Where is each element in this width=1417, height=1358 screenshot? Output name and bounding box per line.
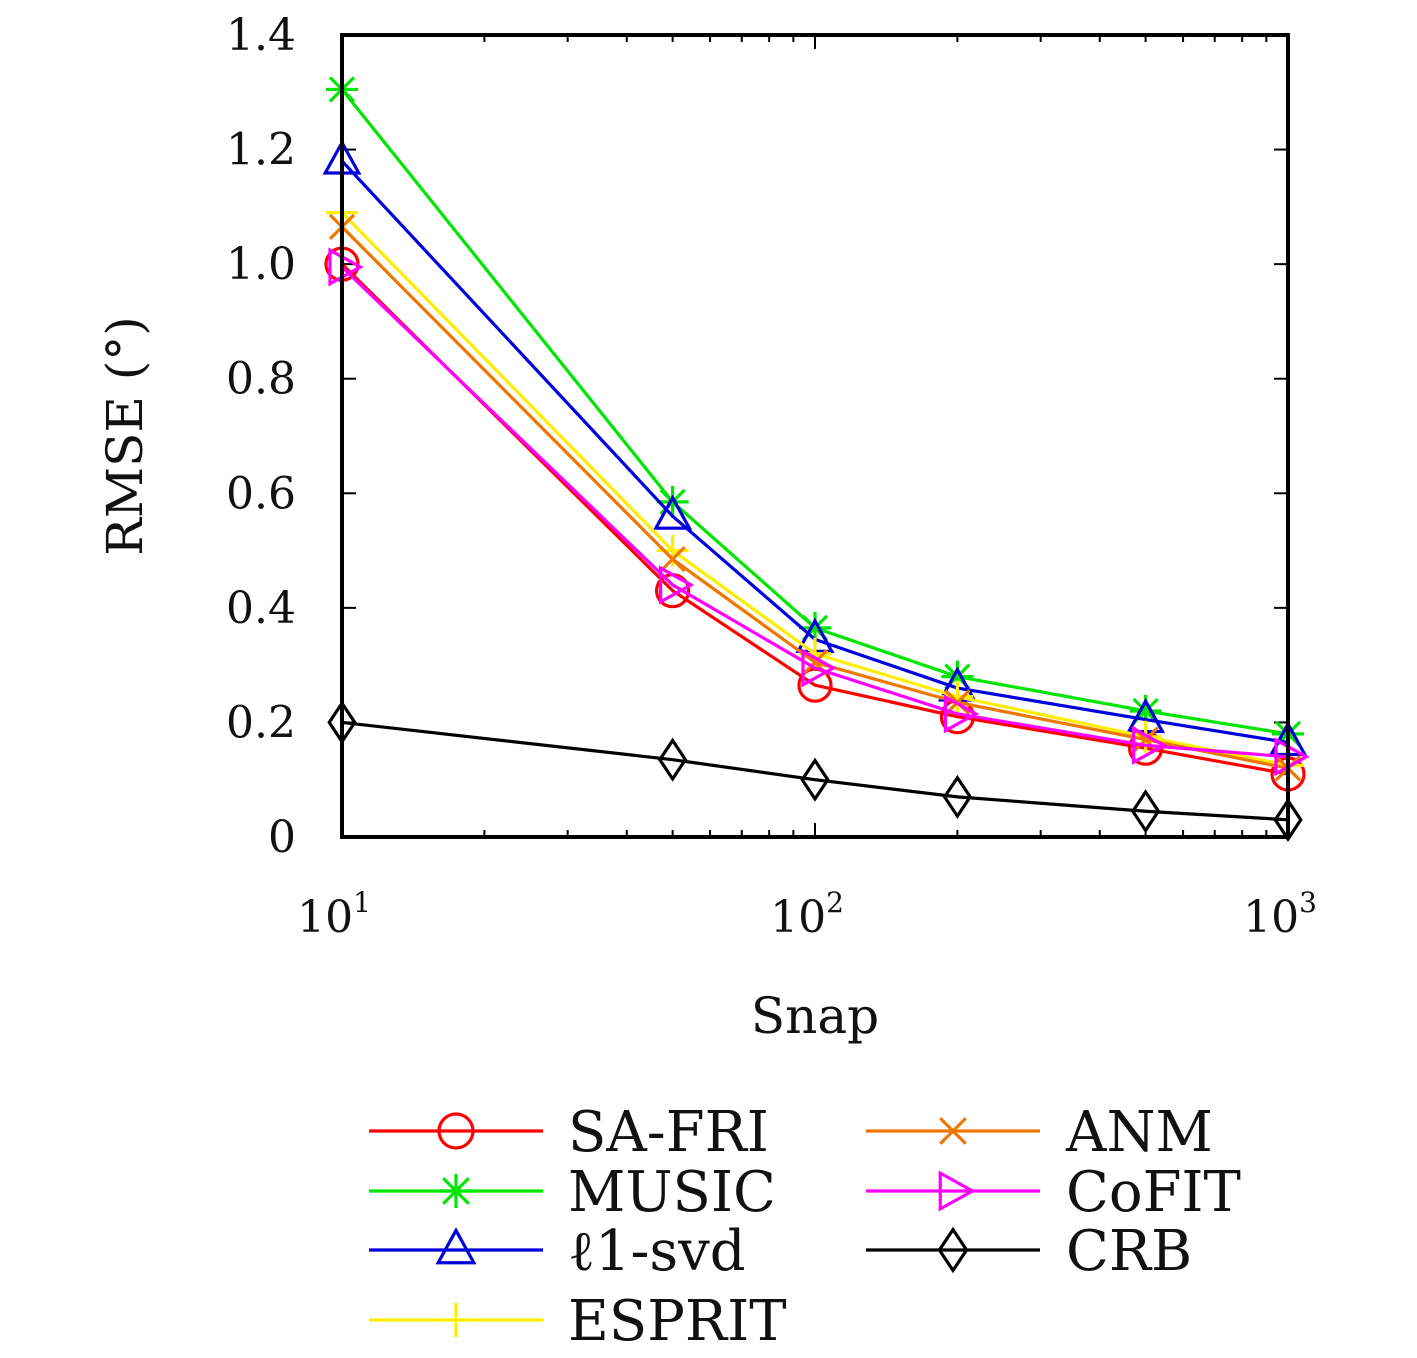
legend-item: CRB bbox=[866, 1219, 1192, 1284]
diamond-marker bbox=[657, 737, 688, 782]
y-tick-label: 1.0 bbox=[226, 239, 296, 290]
y-tick-label: 1.2 bbox=[226, 125, 296, 176]
legend-label: ANM bbox=[1065, 1100, 1213, 1165]
triangle-right-marker bbox=[328, 247, 364, 287]
triangle-right-marker bbox=[1274, 737, 1310, 777]
series-line bbox=[340, 265, 1289, 759]
legend-label: ℓ1-svd bbox=[568, 1219, 746, 1284]
x-marker bbox=[801, 649, 829, 676]
series-line bbox=[341, 720, 1289, 822]
triangle-right-marker bbox=[943, 694, 980, 734]
x-tick-base: 10 bbox=[1243, 892, 1299, 943]
series-cofit bbox=[328, 247, 1310, 777]
x-tick-label: 103 bbox=[1243, 886, 1317, 943]
x-tick-label: 101 bbox=[297, 886, 371, 943]
diamond-marker bbox=[800, 757, 830, 802]
series-anm bbox=[328, 213, 1302, 782]
y-tick-label: 0.6 bbox=[226, 468, 296, 519]
triangle-right-marker bbox=[801, 648, 837, 688]
series-esprit bbox=[326, 196, 1304, 782]
series-sa-fri bbox=[324, 246, 1306, 792]
diamond-marker bbox=[1130, 789, 1161, 834]
y-tick-label: 0.2 bbox=[226, 697, 296, 748]
x-tick-label: 102 bbox=[770, 886, 844, 943]
legend-item: MUSIC bbox=[369, 1160, 776, 1225]
y-tick-label: 0 bbox=[268, 812, 296, 863]
x-tick-base: 10 bbox=[770, 892, 826, 943]
series-line bbox=[340, 88, 1289, 736]
legend-item: ESPRIT bbox=[369, 1289, 787, 1354]
legend-item: SA-FRI bbox=[369, 1100, 769, 1165]
diamond-marker bbox=[942, 774, 973, 819]
x-axis-label: Snap bbox=[751, 987, 879, 1045]
x-tick-exponent: 2 bbox=[826, 886, 844, 919]
legend-label: SA-FRI bbox=[568, 1100, 769, 1165]
series-line bbox=[340, 225, 1289, 770]
y-tick-label: 0.4 bbox=[226, 583, 296, 634]
x-marker bbox=[1132, 726, 1159, 753]
legend: SA-FRI ANM MUSIC CoFIT ℓ1-svd CRB ESPRIT bbox=[369, 1100, 1241, 1354]
legend-item: ANM bbox=[866, 1100, 1213, 1165]
y-tick-label: 1.4 bbox=[226, 10, 296, 61]
series-layer bbox=[322, 73, 1310, 842]
x-tick-exponent: 1 bbox=[353, 886, 371, 919]
triangle-marker bbox=[435, 1227, 477, 1265]
plot-frame bbox=[340, 33, 1290, 839]
legend-label: CRB bbox=[1066, 1219, 1192, 1284]
x-tick-exponent: 3 bbox=[1299, 886, 1317, 919]
triangle-right-marker bbox=[938, 1170, 976, 1212]
x-tick-base: 10 bbox=[297, 892, 353, 943]
x-marker bbox=[939, 1117, 967, 1145]
circle-marker bbox=[437, 1112, 475, 1150]
series-crb bbox=[327, 700, 1303, 842]
legend-item: ℓ1-svd bbox=[369, 1219, 746, 1284]
legend-item: CoFIT bbox=[866, 1160, 1241, 1225]
series-line bbox=[340, 263, 1289, 776]
legend-label: ESPRIT bbox=[568, 1289, 787, 1354]
legend-label: CoFIT bbox=[1066, 1160, 1241, 1225]
triangle-marker bbox=[653, 494, 693, 530]
x-marker bbox=[659, 546, 686, 573]
series-line bbox=[340, 159, 1289, 745]
series-line bbox=[340, 211, 1289, 767]
y-tick-label: 0.8 bbox=[226, 354, 296, 405]
diamond-marker bbox=[1273, 797, 1303, 842]
triangle-right-marker bbox=[1132, 725, 1168, 765]
y-axis-label: RMSE (°) bbox=[96, 316, 154, 556]
triangle-right-marker bbox=[659, 565, 695, 605]
legend-label: MUSIC bbox=[568, 1160, 776, 1225]
diamond-marker bbox=[937, 1226, 969, 1274]
asterisk-marker bbox=[442, 1177, 470, 1205]
